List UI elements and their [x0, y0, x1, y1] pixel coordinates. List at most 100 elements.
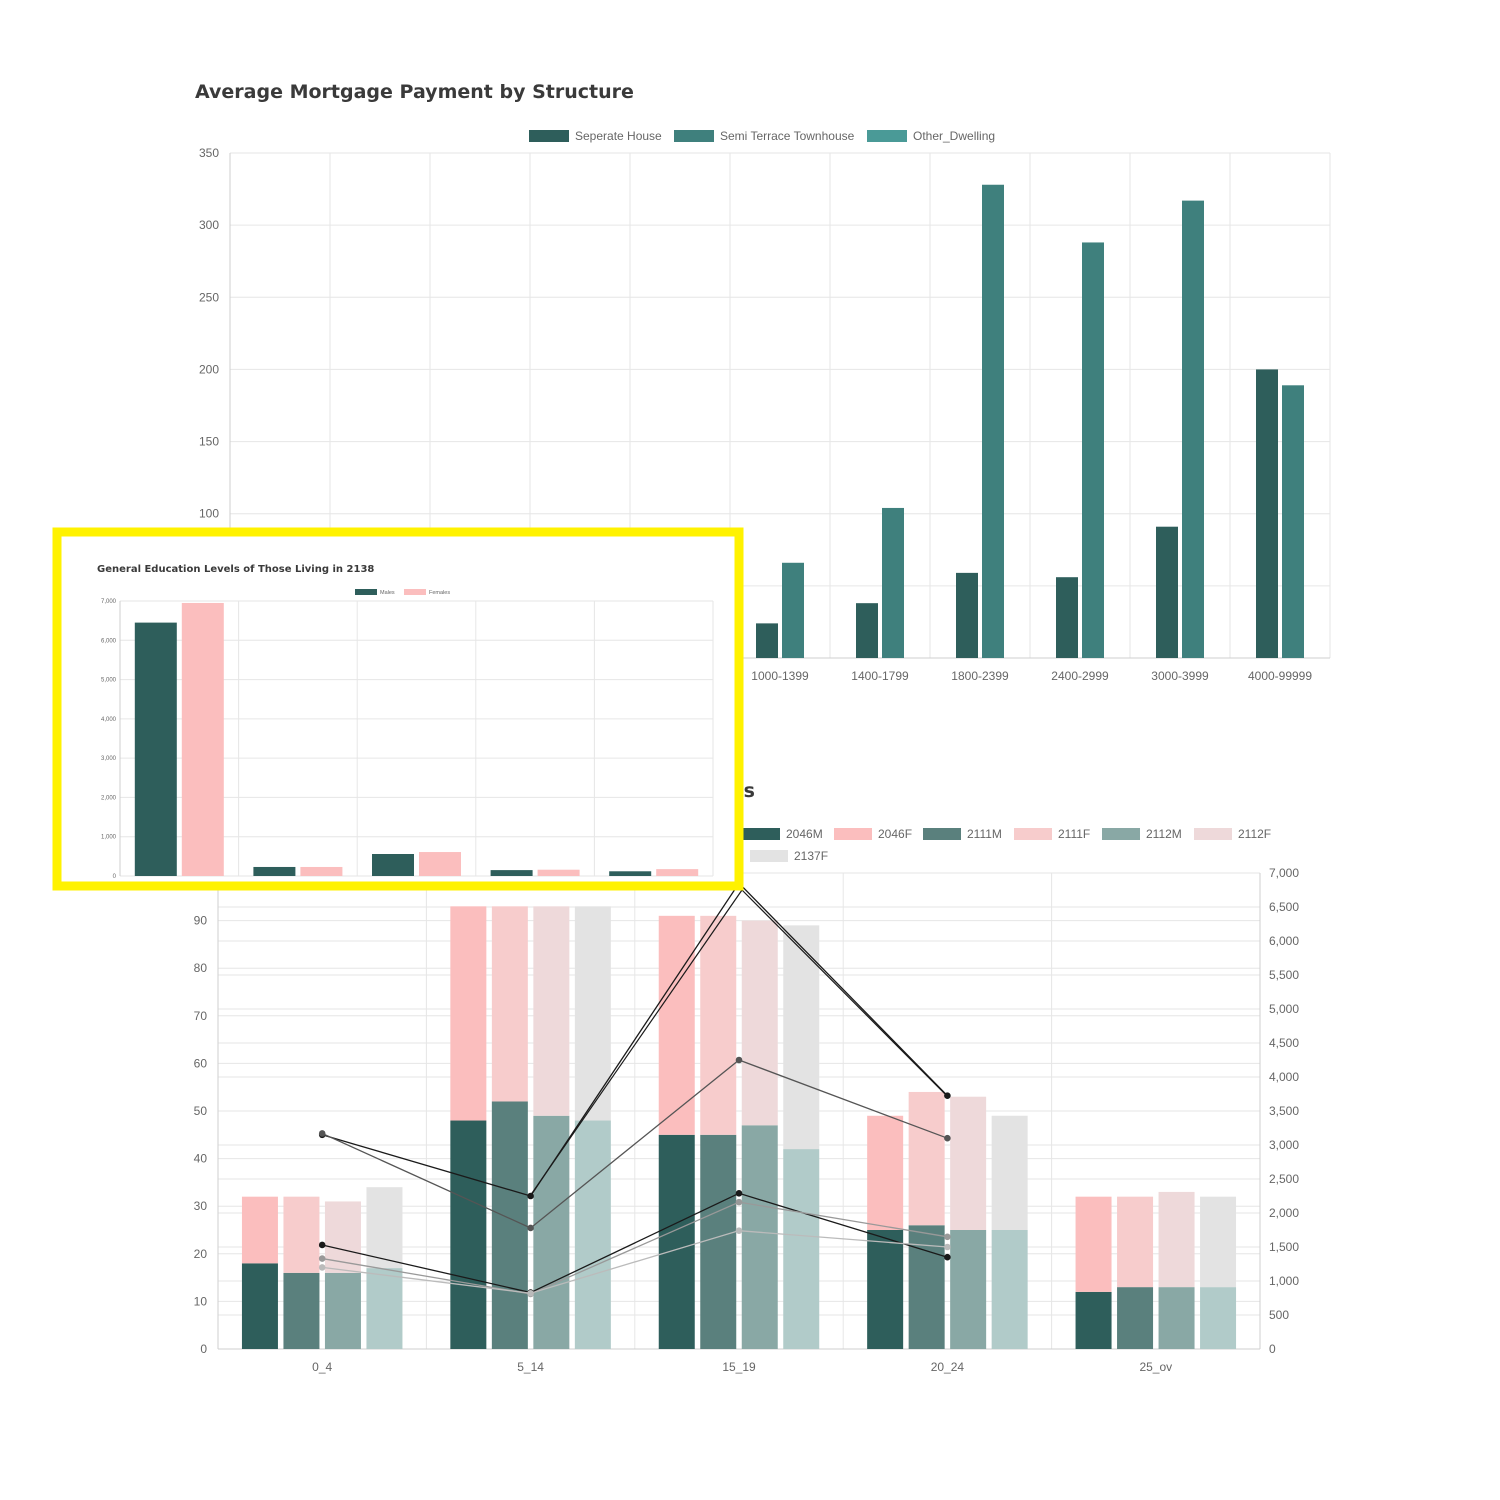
- mortgage-y-tick-label: 200: [199, 362, 219, 376]
- commute-bar-segment-male: [283, 1272, 320, 1349]
- mortgage-bar: [1082, 242, 1104, 658]
- education-y-tick-label: 3,000: [101, 756, 117, 762]
- commute-bar-segment-male: [241, 1263, 278, 1349]
- commute-bar-segment-female: [241, 1196, 278, 1264]
- commute-legend-swatch: [834, 828, 872, 840]
- callout-line-right: [741, 889, 947, 1096]
- commute-left-y-tick-label: 80: [194, 961, 208, 975]
- education-y-tick-label: 4,000: [101, 717, 117, 723]
- education-bar: [490, 870, 533, 876]
- education-chart-title: General Education Levels of Those Living…: [97, 564, 374, 575]
- mortgage-y-tick-label: 100: [199, 507, 219, 521]
- education-y-axis: 7,000 6,000 5,000 4,000 3,000 2,000 1,000 0: [101, 599, 117, 880]
- mortgage-y-tick-label: 300: [199, 218, 219, 232]
- commute-bar-segment-female: [867, 1115, 904, 1230]
- education-bar: [537, 869, 580, 876]
- commute-line-series: [322, 1230, 948, 1294]
- commute-bar-segment-male: [658, 1134, 695, 1349]
- commute-legend-swatch: [1194, 828, 1232, 840]
- mortgage-bar: [982, 184, 1004, 658]
- commute-bar-segment-male: [1200, 1287, 1237, 1349]
- commute-left-y-tick-label: 30: [194, 1199, 208, 1213]
- commute-left-y-tick-label: 70: [194, 1009, 208, 1023]
- commute-right-y-tick-label: 2,500: [1269, 1172, 1299, 1186]
- commute-bar-segment-male: [991, 1230, 1028, 1349]
- commute-x-tick-label: 15_19: [722, 1360, 756, 1374]
- mortgage-x-tick-label: 3000-3999: [1151, 669, 1209, 683]
- commute-line-series: [322, 1201, 948, 1295]
- commute-left-y-tick-label: 10: [194, 1294, 208, 1308]
- commute-left-y-tick-label: 60: [194, 1056, 208, 1070]
- commute-line-point: [944, 1253, 951, 1261]
- mortgage-bar: [1256, 369, 1278, 658]
- commute-bar-segment-female: [283, 1196, 320, 1273]
- commute-x-tick-label: 20_24: [931, 1360, 965, 1374]
- commute-bar-segment-female: [450, 906, 487, 1121]
- commute-right-y-tick-label: 0: [1269, 1342, 1276, 1356]
- mortgage-bar: [956, 572, 978, 658]
- commute-legend-swatch: [742, 828, 780, 840]
- mortgage-chart-title: Average Mortgage Payment by Structure: [195, 81, 634, 103]
- commute-bar-segment-female: [324, 1201, 361, 1273]
- mortgage-bar: [1182, 200, 1204, 658]
- commute-line-point: [318, 1255, 326, 1262]
- commute-bar-segment-male: [783, 1149, 820, 1349]
- commute-bar-segment-female: [658, 915, 695, 1135]
- commute-left-y-tick-label: 40: [194, 1152, 208, 1166]
- commute-legend-swatch: [1102, 828, 1140, 840]
- commute-bar-segment-female: [533, 906, 570, 1116]
- commute-right-y-axis: 7,000 6,500 6,000 5,500 5,000 4,500 4,000 3,500…: [1269, 866, 1299, 1356]
- commute-line-point: [735, 1198, 743, 1206]
- commute-right-y-tick-label: 4,500: [1269, 1036, 1299, 1050]
- commute-bar-segment-female: [1117, 1196, 1154, 1288]
- commute-bar-segment-male: [574, 1120, 611, 1349]
- education-legend-label: Males: [380, 590, 395, 596]
- commute-right-y-tick-label: 5,000: [1269, 1002, 1299, 1016]
- commute-line-point: [527, 1224, 534, 1232]
- education-bar: [134, 622, 177, 876]
- education-bar: [253, 866, 296, 876]
- commute-legend-label: 2111M: [967, 827, 1002, 841]
- commute-right-y-tick-label: 5,500: [1269, 968, 1299, 982]
- mortgage-x-tick-label: 1000-1399: [751, 669, 809, 683]
- commute-bar-segment-female: [491, 906, 528, 1102]
- commute-bar-segment-female: [950, 1096, 987, 1230]
- commute-bar-segment-male: [366, 1268, 403, 1349]
- commute-bar-segment-male: [867, 1230, 904, 1349]
- commute-right-y-tick-label: 6,500: [1269, 900, 1299, 914]
- commute-right-y-tick-label: 6,000: [1269, 934, 1299, 948]
- education-bar: [181, 602, 224, 876]
- commute-right-y-tick-label: 1,500: [1269, 1240, 1299, 1254]
- commute-left-y-axis: 90 80 70 60 50 40 30 20 10 0: [194, 914, 208, 1356]
- commute-bars: [241, 906, 1237, 1349]
- mortgage-legend-swatch: [674, 130, 714, 142]
- commute-bar-segment-female: [991, 1115, 1028, 1230]
- mortgage-legend-swatch: [867, 130, 907, 142]
- mortgage-bar: [756, 623, 778, 658]
- commute-line-point: [944, 1233, 951, 1241]
- commute-line-series: [321, 1059, 948, 1229]
- commute-line-series: [322, 1192, 948, 1294]
- commute-legend: 2046M 2046F 2111M 2111F 2112M 2112F 2137F: [742, 827, 1271, 863]
- commute-legend-label: 2112M: [1146, 827, 1182, 841]
- commute-line-point: [735, 1227, 743, 1234]
- commute-bar-segment-male: [1075, 1291, 1112, 1349]
- commute-bar-segment-male: [324, 1272, 361, 1349]
- education-y-tick-label: 0: [113, 874, 117, 880]
- mortgage-legend: Seperate House Semi Terrace Townhouse Othe…: [529, 129, 995, 143]
- education-legend-swatch: [355, 589, 377, 595]
- commute-x-tick-label: 25_ov: [1139, 1360, 1172, 1374]
- mortgage-bar: [856, 603, 878, 658]
- commute-left-y-tick-label: 50: [194, 1104, 208, 1118]
- mortgage-bars: [756, 184, 1304, 658]
- commute-right-y-tick-label: 7,000: [1269, 866, 1299, 880]
- commute-bar-segment-male: [450, 1120, 487, 1349]
- commute-legend-label: 2137F: [794, 849, 828, 863]
- commute-bar-segment-female: [1158, 1191, 1195, 1288]
- commute-x-axis: 0_4 5_14 15_19 20_24 25_ov: [312, 1360, 1172, 1374]
- highlight-box: [52, 527, 744, 891]
- education-y-tick-label: 2,000: [101, 795, 117, 801]
- mortgage-legend-label: Other_Dwelling: [913, 129, 995, 143]
